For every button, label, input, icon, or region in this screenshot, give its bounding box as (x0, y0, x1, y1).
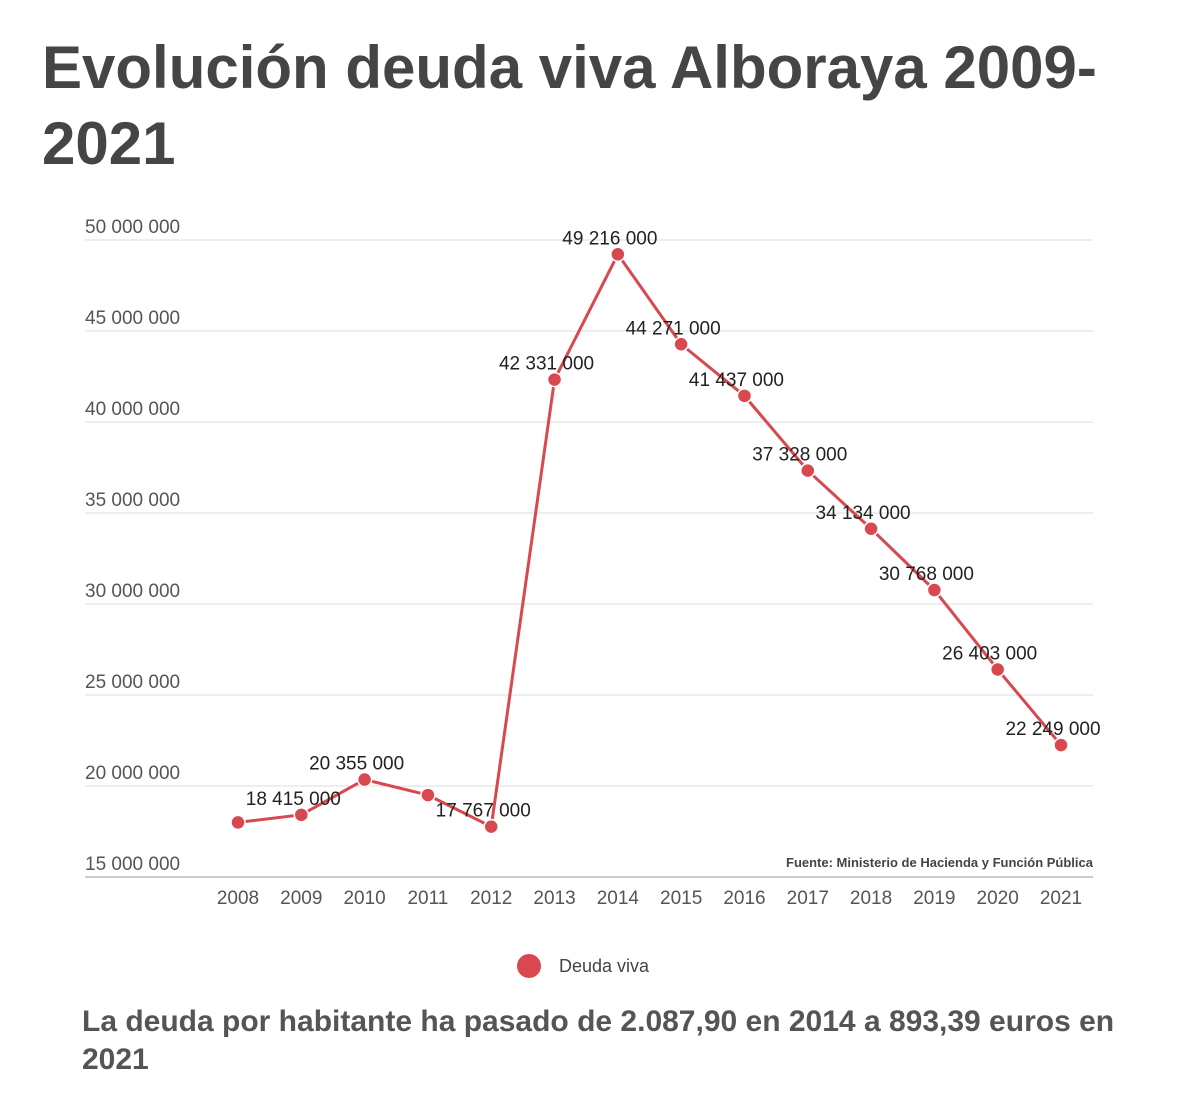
y-tick-label: 40 000 000 (85, 399, 180, 420)
x-tick-label: 2021 (1040, 888, 1082, 909)
x-tick-label: 2015 (660, 888, 702, 909)
data-point (863, 521, 879, 537)
data-point (293, 807, 310, 823)
x-tick-label: 2017 (787, 888, 829, 909)
y-tick-label: 45 000 000 (85, 308, 180, 329)
y-tick-label: 50 000 000 (85, 217, 180, 238)
data-point (610, 246, 626, 263)
data-point (736, 388, 753, 404)
data-point (800, 462, 816, 479)
x-tick-label: 2009 (280, 888, 322, 909)
source-note: Fuente: Ministerio de Hacienda y Función… (786, 855, 1094, 870)
data-label: 18 415 000 (246, 789, 341, 810)
data-point (1053, 737, 1069, 753)
data-point (483, 818, 499, 835)
x-tick-label: 2020 (977, 888, 1019, 909)
x-tick-label: 2011 (407, 888, 448, 909)
x-tick-label: 2012 (470, 888, 512, 909)
data-label: 22 249 000 (1005, 719, 1100, 740)
data-label: 42 331 000 (499, 354, 594, 375)
data-label: 44 271 000 (626, 318, 721, 339)
data-label: 26 403 000 (942, 643, 1037, 664)
x-tick-label: 2016 (723, 888, 765, 909)
x-tick-label: 2019 (913, 888, 955, 909)
data-label: 30 768 000 (879, 564, 974, 585)
data-point (673, 336, 689, 353)
data-point (420, 787, 436, 803)
data-label: 49 216 000 (562, 228, 657, 249)
x-tick-label: 2008 (217, 888, 259, 909)
data-label: 41 437 000 (689, 370, 784, 391)
data-point (356, 771, 373, 788)
data-label: 37 328 000 (752, 445, 847, 466)
y-tick-label: 15 000 000 (85, 854, 180, 875)
y-tick-label: 35 000 000 (85, 490, 180, 511)
x-tick-label: 2013 (533, 888, 575, 909)
x-tick-label: 2018 (850, 888, 892, 909)
y-tick-label: 30 000 000 (85, 581, 180, 602)
data-label: 34 134 000 (816, 503, 911, 524)
data-point (989, 661, 1006, 678)
x-tick-label: 2014 (597, 888, 640, 909)
legend-label: Deuda viva (559, 956, 650, 976)
legend-marker (517, 954, 541, 978)
x-tick-label: 2010 (343, 888, 385, 909)
y-tick-label: 25 000 000 (85, 672, 180, 693)
data-label: 17 767 000 (436, 801, 531, 822)
chart-subtitle: La deuda por habitante ha pasado de 2.08… (82, 1005, 1115, 1076)
data-label: 20 355 000 (309, 754, 404, 775)
y-tick-label: 20 000 000 (85, 763, 180, 784)
chart-title: Evolución deuda viva Alboraya 2009-2021 (42, 34, 1097, 177)
series-line-deuda-viva (237, 251, 1063, 829)
data-point (230, 814, 246, 831)
data-point (926, 582, 943, 598)
data-point (546, 371, 563, 388)
